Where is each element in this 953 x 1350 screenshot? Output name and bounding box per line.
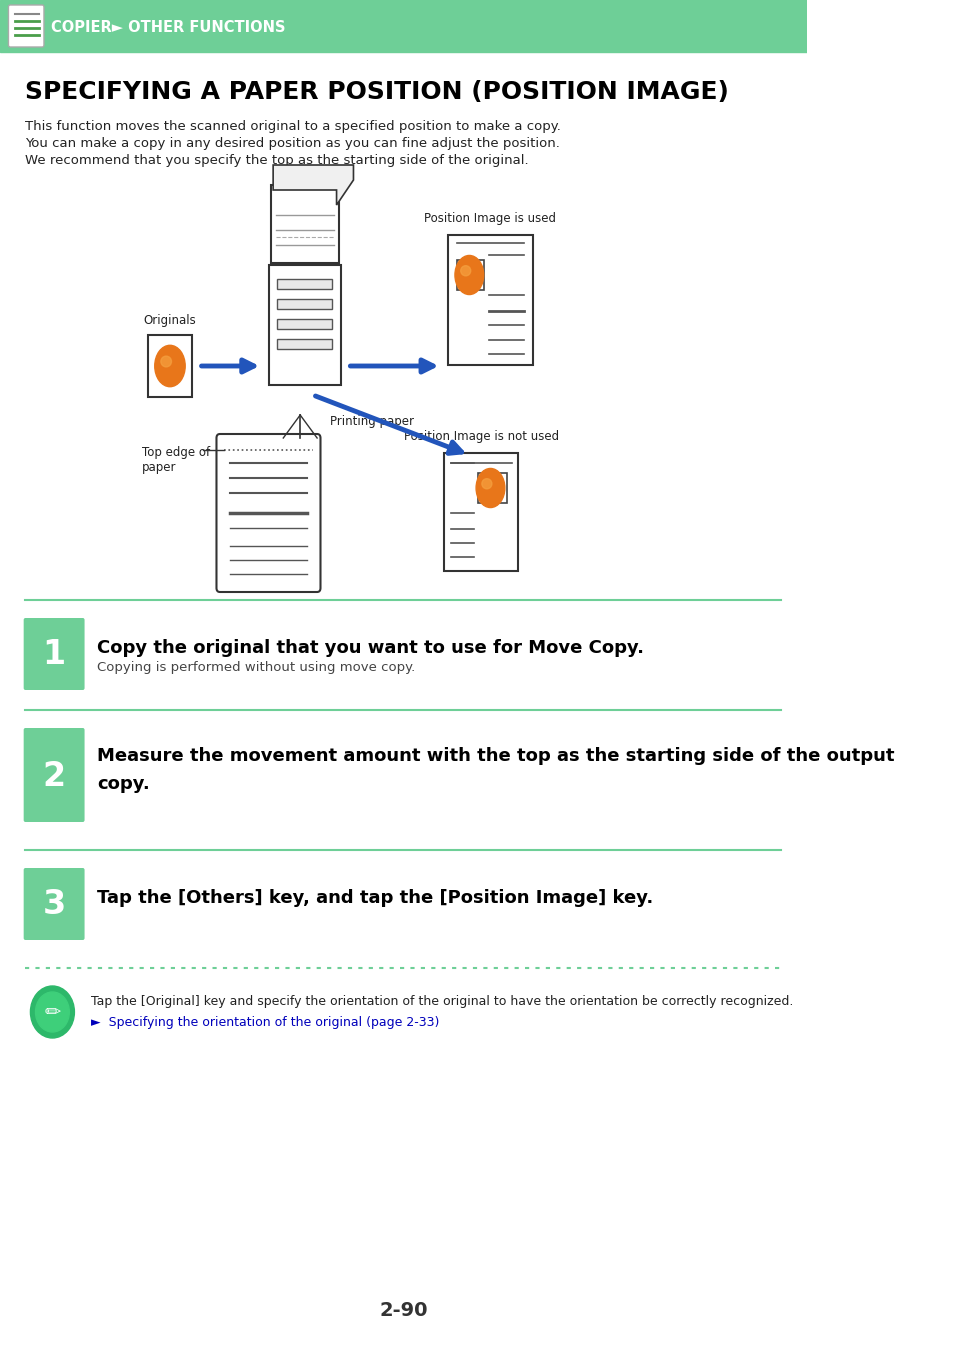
Text: Measure the movement amount with the top as the starting side of the output: Measure the movement amount with the top… <box>97 747 894 765</box>
Text: ►  Specifying the orientation of the original (page 2-33): ► Specifying the orientation of the orig… <box>91 1017 439 1029</box>
Text: 1: 1 <box>43 639 66 671</box>
Text: 2: 2 <box>43 760 66 794</box>
Text: Copy the original that you want to use for Move Copy.: Copy the original that you want to use f… <box>97 639 643 657</box>
Text: We recommend that you specify the top as the starting side of the original.: We recommend that you specify the top as… <box>26 154 529 167</box>
Text: ✏: ✏ <box>44 1003 61 1022</box>
Text: Copying is performed without using move copy.: Copying is performed without using move … <box>97 662 416 674</box>
Text: 2-90: 2-90 <box>378 1300 427 1319</box>
Text: Position Image is not used: Position Image is not used <box>403 431 558 443</box>
Circle shape <box>30 986 74 1038</box>
Ellipse shape <box>154 346 185 386</box>
Bar <box>456 261 483 290</box>
Text: paper: paper <box>142 460 176 474</box>
Bar <box>277 339 332 350</box>
Text: Position Image is used: Position Image is used <box>424 212 556 225</box>
Text: SPECIFYING A PAPER POSITION (POSITION IMAGE): SPECIFYING A PAPER POSITION (POSITION IM… <box>26 80 728 104</box>
Text: Originals: Originals <box>144 315 196 327</box>
Text: You can make a copy in any desired position as you can fine adjust the position.: You can make a copy in any desired posit… <box>26 136 559 150</box>
Ellipse shape <box>455 255 483 294</box>
Circle shape <box>35 992 70 1031</box>
Bar <box>277 298 332 309</box>
Bar <box>148 335 192 397</box>
Text: copy.: copy. <box>97 775 150 792</box>
Bar <box>443 454 517 571</box>
Bar <box>448 235 532 364</box>
Bar <box>0 0 806 53</box>
Ellipse shape <box>161 356 172 367</box>
FancyBboxPatch shape <box>24 868 85 940</box>
Bar <box>271 185 338 263</box>
Text: Tap the [Others] key, and tap the [Position Image] key.: Tap the [Others] key, and tap the [Posit… <box>97 890 653 907</box>
Text: Tap the [Original] key and specify the orientation of the original to have the o: Tap the [Original] key and specify the o… <box>91 995 793 1008</box>
FancyBboxPatch shape <box>9 5 44 47</box>
Bar <box>277 279 332 289</box>
Text: Printing paper: Printing paper <box>330 414 414 428</box>
Bar <box>477 472 506 504</box>
Ellipse shape <box>476 468 504 508</box>
Text: This function moves the scanned original to a specified position to make a copy.: This function moves the scanned original… <box>26 120 560 134</box>
Polygon shape <box>273 165 354 205</box>
Text: Top edge of: Top edge of <box>142 446 210 459</box>
Bar <box>269 265 340 385</box>
Ellipse shape <box>460 266 470 275</box>
Ellipse shape <box>481 479 492 489</box>
FancyBboxPatch shape <box>24 618 85 690</box>
Bar <box>277 319 332 329</box>
FancyBboxPatch shape <box>24 728 85 822</box>
Text: 3: 3 <box>43 888 66 922</box>
FancyBboxPatch shape <box>216 433 320 593</box>
Text: COPIER► OTHER FUNCTIONS: COPIER► OTHER FUNCTIONS <box>51 19 285 35</box>
